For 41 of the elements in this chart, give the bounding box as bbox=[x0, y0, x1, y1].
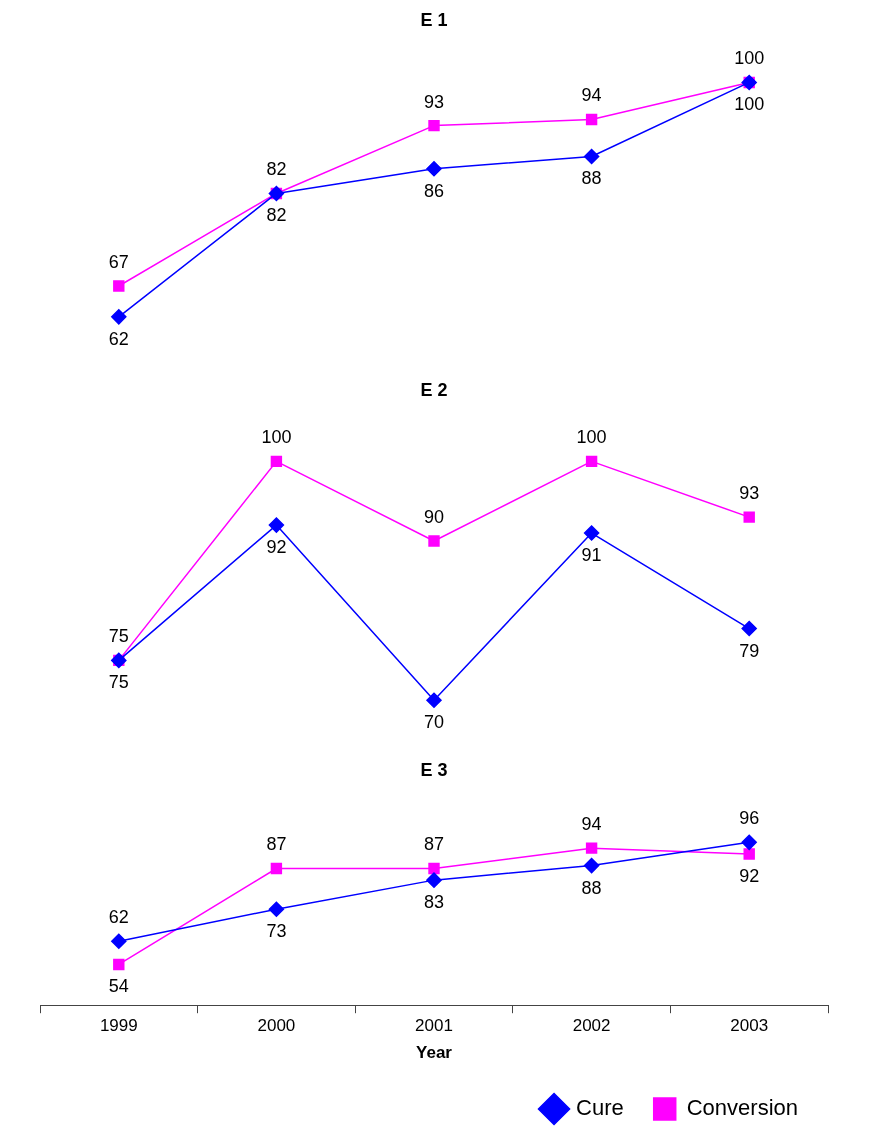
data-label: 88 bbox=[581, 168, 602, 189]
data-label: 88 bbox=[581, 877, 602, 898]
data-label: 100 bbox=[734, 48, 765, 69]
data-label: 70 bbox=[423, 712, 445, 733]
legend-label: Conversion bbox=[686, 1095, 798, 1121]
data-label: 92 bbox=[266, 537, 287, 558]
data-label: 62 bbox=[108, 328, 129, 349]
data-label: 67 bbox=[108, 251, 129, 272]
data-label: 96 bbox=[739, 808, 760, 829]
chart-title: E 1 bbox=[420, 9, 448, 30]
data-label: 93 bbox=[739, 483, 760, 504]
data-label: 83 bbox=[423, 892, 445, 913]
x-tick-label: 2002 bbox=[572, 1016, 611, 1036]
data-label: 87 bbox=[423, 834, 445, 855]
data-label: 87 bbox=[266, 834, 287, 855]
data-label: 94 bbox=[581, 814, 602, 835]
data-label: 100 bbox=[734, 94, 765, 115]
data-label: 82 bbox=[266, 159, 287, 180]
data-label: 82 bbox=[266, 205, 287, 226]
data-label: 90 bbox=[423, 506, 445, 527]
data-label: 92 bbox=[739, 865, 760, 886]
data-label: 86 bbox=[423, 180, 445, 201]
data-label: 93 bbox=[423, 91, 445, 112]
data-label: 100 bbox=[576, 427, 607, 448]
data-label: 62 bbox=[108, 907, 129, 928]
x-tick-label: 2003 bbox=[730, 1016, 769, 1036]
data-label: 91 bbox=[581, 545, 602, 566]
x-axis-title: Year bbox=[416, 1043, 453, 1063]
data-label: 75 bbox=[108, 672, 129, 693]
data-label: 79 bbox=[739, 640, 760, 661]
data-label: 94 bbox=[581, 85, 602, 106]
data-label: 54 bbox=[108, 976, 129, 997]
data-label: 100 bbox=[261, 427, 292, 448]
chart-title: E 3 bbox=[420, 759, 448, 780]
x-tick-label: 2000 bbox=[257, 1016, 296, 1036]
chart-title: E 2 bbox=[420, 379, 448, 400]
data-label: 75 bbox=[108, 626, 129, 647]
data-label: 73 bbox=[266, 921, 287, 942]
x-tick-label: 2001 bbox=[415, 1016, 453, 1036]
x-tick-label: 1999 bbox=[99, 1016, 138, 1036]
legend-label: Cure bbox=[576, 1095, 624, 1121]
